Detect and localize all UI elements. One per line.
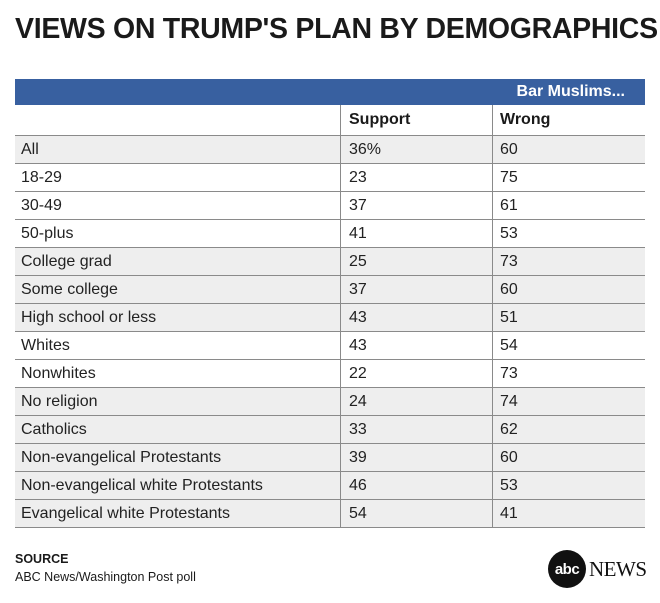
support-value: 33 [340, 416, 492, 443]
support-value: 24 [340, 388, 492, 415]
group-header: Bar Muslims... [516, 83, 625, 100]
support-value: 23 [340, 164, 492, 191]
abc-news-logo: abc NEWS [548, 550, 647, 588]
wrong-value: 54 [492, 332, 645, 359]
wrong-value: 41 [492, 500, 645, 527]
table-row: 18-29 23 75 [15, 164, 645, 192]
wrong-value: 75 [492, 164, 645, 191]
source-text: ABC News/Washington Post poll [15, 570, 196, 584]
support-value: 37 [340, 192, 492, 219]
wrong-value: 62 [492, 416, 645, 443]
wrong-value: 60 [492, 276, 645, 303]
results-table: Bar Muslims... Support Wrong All 36% 60 18-… [15, 79, 645, 528]
wrong-value: 73 [492, 248, 645, 275]
news-wordmark: NEWS [589, 556, 647, 581]
table-row: All 36% 60 [15, 136, 645, 164]
row-label: Evangelical white Protestants [21, 504, 230, 522]
row-label: High school or less [21, 308, 157, 326]
support-value: 37 [340, 276, 492, 303]
table-body: All 36% 60 18-29 23 75 30-49 37 61 50-plus 41 53 Col… [15, 136, 645, 528]
group-header-band: Bar Muslims... [15, 79, 645, 105]
row-label: 50-plus [21, 224, 74, 242]
wrong-value: 74 [492, 388, 645, 415]
row-label: Nonwhites [21, 364, 96, 382]
table-row: College grad 25 73 [15, 248, 645, 276]
support-value: 46 [340, 472, 492, 499]
table-row: Evangelical white Protestants 54 41 [15, 500, 645, 528]
row-label: No religion [21, 392, 98, 410]
row-label: College grad [21, 252, 112, 270]
support-value: 54 [340, 500, 492, 527]
column-header-row: Support Wrong [15, 105, 645, 136]
wrong-value: 51 [492, 304, 645, 331]
table-row: Nonwhites 22 73 [15, 360, 645, 388]
wrong-value: 73 [492, 360, 645, 387]
table-row: 50-plus 41 53 [15, 220, 645, 248]
source-label: SOURCE [15, 552, 69, 566]
row-label: Catholics [21, 420, 87, 438]
wrong-value: 60 [492, 444, 645, 471]
row-label: Non-evangelical white Protestants [21, 476, 263, 494]
support-value: 43 [340, 304, 492, 331]
row-label: 18-29 [21, 168, 62, 186]
support-value: 22 [340, 360, 492, 387]
column-header-wrong: Wrong [492, 105, 645, 135]
table-row: Some college 37 60 [15, 276, 645, 304]
wrong-value: 61 [492, 192, 645, 219]
row-label: Some college [21, 280, 118, 298]
row-label: Non-evangelical Protestants [21, 448, 222, 466]
support-value: 25 [340, 248, 492, 275]
column-header-label [15, 105, 340, 135]
wrong-value: 53 [492, 220, 645, 247]
table-row: 30-49 37 61 [15, 192, 645, 220]
support-value: 43 [340, 332, 492, 359]
wrong-value: 60 [492, 136, 645, 163]
column-header-support: Support [340, 105, 492, 135]
table-row: Non-evangelical white Protestants 46 53 [15, 472, 645, 500]
table-row: Catholics 33 62 [15, 416, 645, 444]
support-value: 41 [340, 220, 492, 247]
table-row: Whites 43 54 [15, 332, 645, 360]
wrong-value: 53 [492, 472, 645, 499]
table-row: No religion 24 74 [15, 388, 645, 416]
abc-logo-circle: abc [548, 550, 586, 588]
table-row: Non-evangelical Protestants 39 60 [15, 444, 645, 472]
chart-title: VIEWS ON TRUMP'S PLAN BY DEMOGRAPHICS [15, 13, 658, 45]
table-row: High school or less 43 51 [15, 304, 645, 332]
row-label: All [21, 140, 39, 158]
row-label: 30-49 [21, 196, 62, 214]
support-value: 36% [340, 136, 492, 163]
row-label: Whites [21, 336, 70, 354]
support-value: 39 [340, 444, 492, 471]
